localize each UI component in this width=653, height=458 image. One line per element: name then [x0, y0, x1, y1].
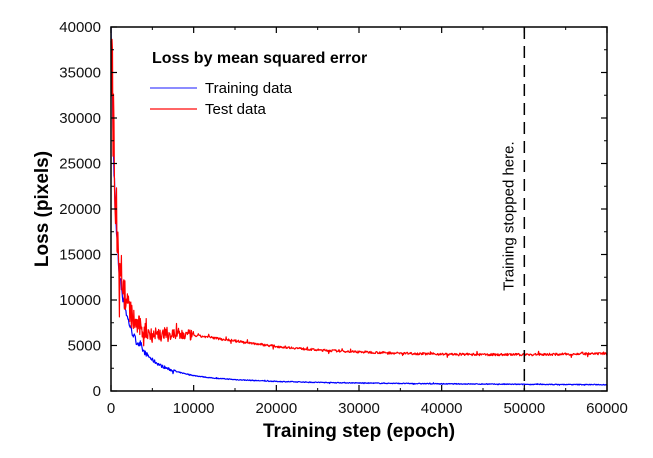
- x-tick-label: 40000: [421, 400, 463, 417]
- y-tick-label: 10000: [59, 292, 101, 309]
- legend: Loss by mean squared error Training data…: [150, 50, 367, 118]
- series-line-training: [110, 26, 608, 386]
- x-tick-label: 30000: [338, 400, 380, 417]
- training-stop-annotation: Training stopped here.: [500, 141, 517, 291]
- legend-title: Loss by mean squared error: [152, 50, 367, 67]
- x-tick-label: 60000: [586, 400, 628, 417]
- ticks-layer: [110, 26, 608, 392]
- x-tick-labels: 0 10000 20000 30000 40000 50000 60000: [107, 400, 628, 417]
- y-tick-label: 15000: [59, 247, 101, 264]
- y-tick-label: 5000: [68, 338, 101, 355]
- y-tick-labels: 0 5000 10000 15000 20000 25000 30000 35000 40000: [59, 19, 101, 400]
- y-tick-label: 25000: [59, 156, 101, 173]
- y-tick-label: 0: [93, 383, 101, 400]
- y-tick-label: 40000: [59, 19, 101, 36]
- y-tick-label: 30000: [59, 110, 101, 127]
- y-tick-label: 20000: [59, 201, 101, 218]
- x-tick-label: 0: [107, 400, 115, 417]
- x-tick-label: 50000: [503, 400, 545, 417]
- legend-label-training: Training data: [205, 80, 293, 97]
- series-line-test: [110, 38, 608, 358]
- x-tick-label: 10000: [173, 400, 215, 417]
- x-tick-label: 20000: [255, 400, 297, 417]
- y-axis-title: Loss (pixels): [32, 151, 53, 267]
- legend-label-test: Test data: [205, 101, 267, 118]
- y-tick-label: 35000: [59, 65, 101, 82]
- series-layer: [110, 26, 608, 386]
- x-axis-title: Training step (epoch): [263, 421, 455, 442]
